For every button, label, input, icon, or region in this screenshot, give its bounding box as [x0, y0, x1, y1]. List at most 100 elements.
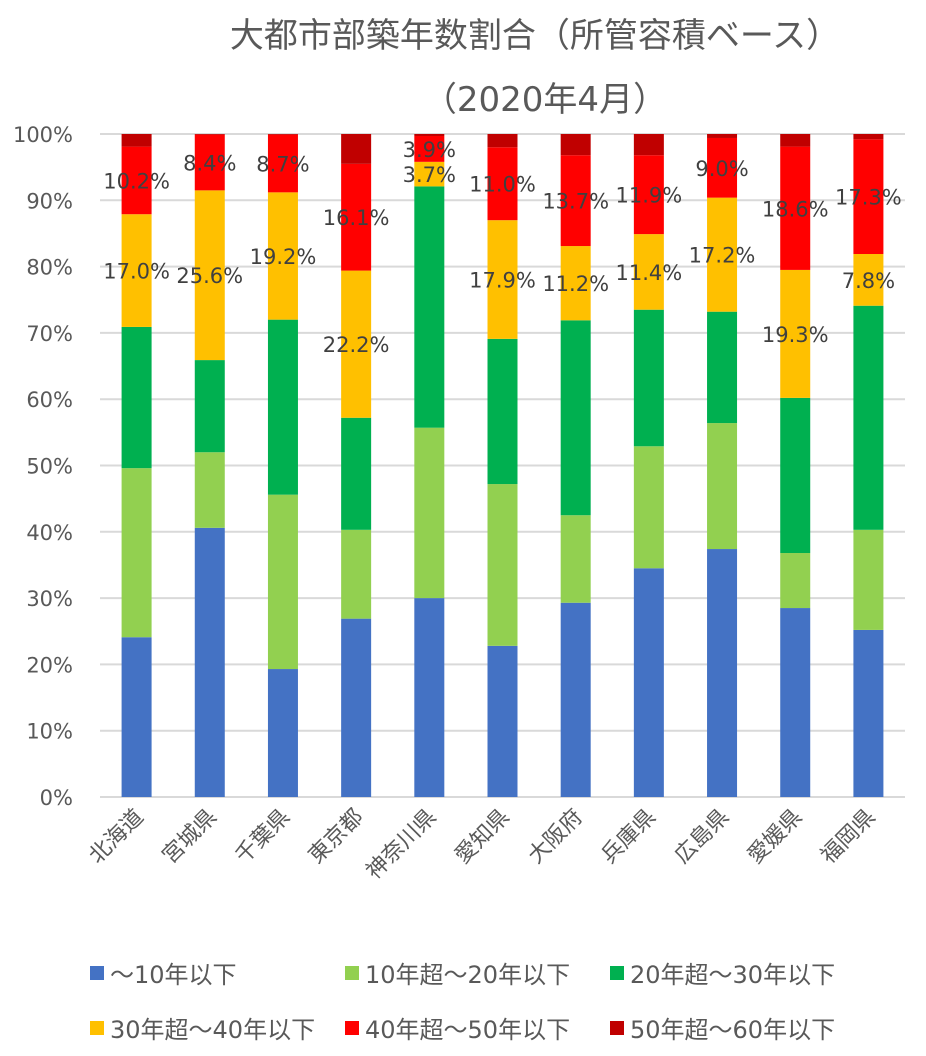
bar-segment	[487, 645, 518, 797]
y-tick-label: 10%	[26, 720, 73, 744]
legend-label: 50年超～60年以下	[630, 1016, 836, 1044]
legend-swatch	[345, 1020, 359, 1035]
bar-segment	[560, 515, 591, 603]
data-label: 11.9%	[616, 184, 683, 208]
bar-segment	[560, 134, 591, 156]
bar-segment	[487, 147, 518, 221]
bar-segment	[560, 155, 591, 247]
bar-segment	[853, 529, 884, 630]
bar-segment	[121, 146, 152, 215]
y-tick-label: 90%	[26, 189, 73, 213]
legend-label: 30年超～40年以下	[110, 1016, 316, 1044]
bars	[121, 134, 884, 797]
bar-segment	[707, 137, 738, 198]
data-label: 9.0%	[695, 157, 748, 181]
bar-segment	[707, 423, 738, 550]
legend-swatch	[90, 1020, 104, 1035]
x-tick-label: 愛媛県	[743, 805, 807, 869]
bar-segment	[560, 246, 591, 321]
x-tick-label: 広島県	[670, 805, 734, 869]
legend-swatch	[610, 1020, 624, 1035]
bar-segment	[633, 568, 664, 797]
bar-segment	[414, 135, 445, 162]
bar-segment	[194, 452, 225, 528]
bar-segment	[414, 186, 445, 428]
bar-segment	[633, 155, 664, 235]
legend-swatch	[90, 965, 104, 980]
bar-segment	[267, 134, 298, 193]
data-label: 18.6%	[762, 197, 829, 221]
bar-segment	[853, 305, 884, 530]
data-label: 11.0%	[469, 173, 536, 197]
bar-segment	[194, 190, 225, 361]
data-label: 3.7%	[403, 163, 456, 187]
legend-item: 20年超～30年以下	[610, 955, 835, 990]
bar-segment	[487, 134, 518, 148]
chart-subtitle: （2020年4月）	[422, 80, 668, 120]
bar-segment	[633, 446, 664, 569]
bar-segment	[487, 484, 518, 646]
data-label: 8.7%	[256, 153, 309, 177]
y-tick-label: 70%	[26, 322, 73, 346]
x-tick-label: 兵庫県	[597, 805, 661, 869]
bar-segment	[853, 629, 884, 797]
data-label: 17.9%	[469, 269, 536, 293]
legend-item: 50年超～60年以下	[610, 1010, 835, 1045]
bar-segment	[341, 270, 372, 418]
y-axis-ticks: 0% 10% 20% 30% 40% 50% 60% 70% 80% 90% 100%	[13, 123, 73, 810]
bar-segment	[780, 397, 811, 554]
bar-segment	[853, 254, 884, 306]
bar-segment	[560, 320, 591, 516]
bar-segment	[414, 134, 445, 136]
y-tick-label: 40%	[26, 521, 73, 545]
bar-segment	[267, 494, 298, 670]
bar-segment	[267, 669, 298, 797]
y-tick-label: 0%	[40, 786, 73, 810]
y-tick-label: 50%	[26, 455, 73, 479]
legend-item: 30年超～40年以下	[90, 1010, 315, 1045]
bar-segment	[633, 134, 664, 156]
data-label: 25.6%	[176, 264, 243, 288]
bar-segment	[121, 637, 152, 797]
y-tick-label: 80%	[26, 256, 73, 280]
bar-segment	[341, 163, 372, 271]
data-label: 11.4%	[616, 261, 683, 285]
bar-segment	[121, 134, 152, 147]
legend-swatch	[345, 965, 359, 980]
x-tick-label: 福岡県	[816, 805, 880, 869]
bar-segment	[633, 234, 664, 310]
bar-segment	[414, 161, 445, 187]
bar-segment	[194, 527, 225, 797]
bar-segment	[267, 192, 298, 320]
bar-segment	[633, 309, 664, 447]
legend-label: ～10年以下	[110, 961, 237, 989]
x-tick-label: 北海道	[84, 805, 148, 869]
data-label: 16.1%	[323, 206, 390, 230]
data-label: 13.7%	[542, 190, 609, 214]
bar-segment	[780, 269, 811, 398]
bar-segment	[121, 326, 152, 469]
x-tick-label: 宮城県	[158, 805, 222, 869]
legend-item: 10年超～20年以下	[345, 955, 570, 990]
legend-item: 40年超～50年以下	[345, 1010, 570, 1045]
x-tick-label: 大阪府	[524, 805, 588, 869]
bar-segment	[121, 214, 152, 327]
y-tick-label: 20%	[26, 653, 73, 677]
stacked-bar-chart: 0%10%20%30%40%50%60%70%80%90%100% 17.0%1…	[13, 123, 905, 885]
legend-label: 40年超～50年以下	[365, 1016, 571, 1044]
bar-segment	[414, 598, 445, 797]
bar-segment	[853, 134, 884, 140]
bar-segment	[341, 529, 372, 619]
data-label: 17.2%	[689, 244, 756, 268]
data-label: 22.2%	[323, 333, 390, 357]
bar-segment	[853, 139, 884, 255]
x-tick-label: 神奈川県	[362, 805, 442, 885]
bar-segment	[341, 618, 372, 797]
data-label: 17.0%	[103, 260, 170, 284]
legend-swatch	[610, 965, 624, 980]
bar-segment	[707, 134, 738, 138]
bar-segment	[487, 338, 518, 485]
bar-segment	[267, 319, 298, 495]
y-tick-label: 60%	[26, 388, 73, 412]
